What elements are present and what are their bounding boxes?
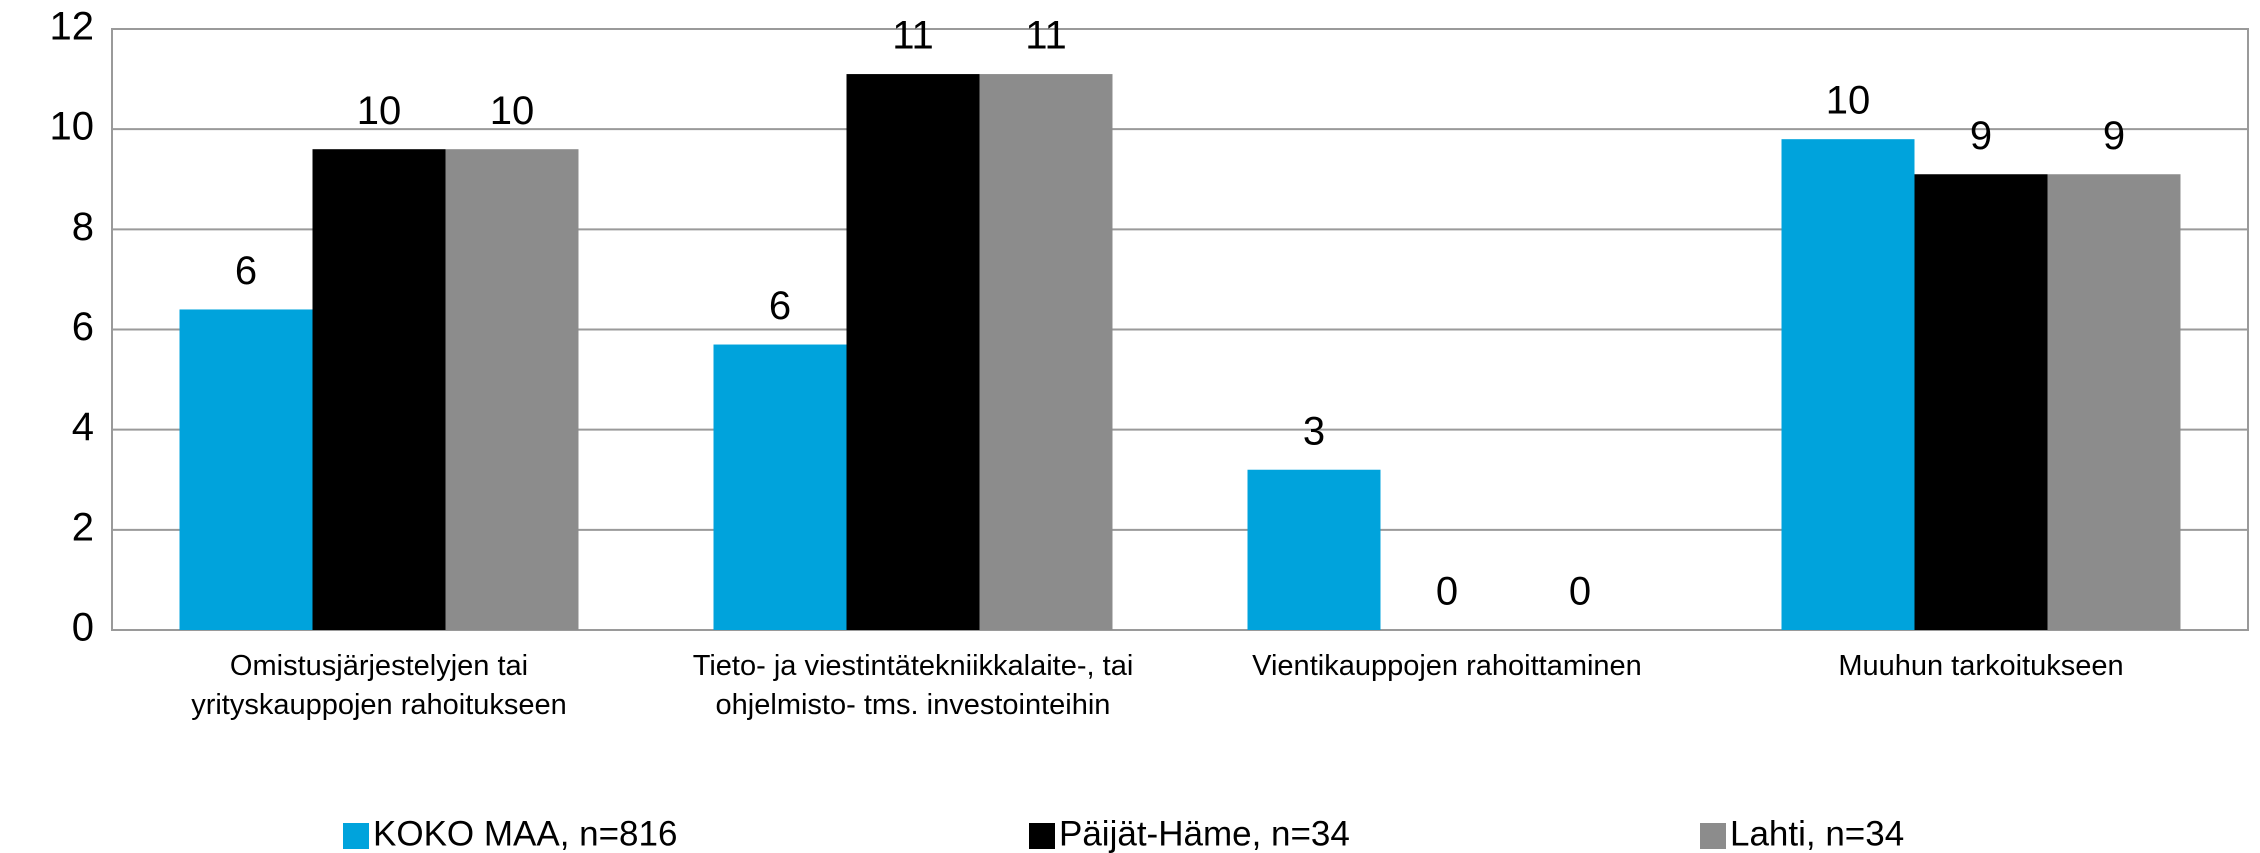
value-label: 10 (1826, 79, 1871, 123)
bar (979, 74, 1113, 630)
bar (445, 149, 579, 630)
legend-swatch (1029, 823, 1055, 849)
legend-label: KOKO MAA, n=816 (373, 814, 677, 853)
bar (1914, 174, 2048, 630)
y-tick-label: 6 (72, 305, 94, 349)
legend-swatch (343, 823, 369, 849)
legend-label: Lahti, n=34 (1730, 814, 1904, 853)
y-tick-label: 4 (72, 405, 94, 449)
x-tick-label: Muuhun tarkoitukseen (1838, 650, 2123, 682)
y-tick-label: 8 (72, 205, 94, 249)
bar (713, 344, 847, 630)
value-label: 3 (1303, 409, 1325, 453)
bar (1247, 469, 1381, 630)
value-label: 9 (1970, 114, 1992, 158)
value-label: 6 (235, 249, 257, 293)
x-tick-label: Tieto- ja viestintätekniikkalaite-, tai o… (693, 650, 1134, 721)
bar (2047, 174, 2181, 630)
bar (846, 74, 980, 630)
x-tick-label: Vientikauppojen rahoittaminen (1252, 650, 1642, 682)
x-tick-label: Omistusjärjestelyjen tai yrityskauppojen … (191, 650, 567, 721)
value-label: 9 (2103, 114, 2125, 158)
value-label: 0 (1436, 570, 1458, 614)
y-tick-label: 12 (50, 5, 95, 49)
bar (1781, 139, 1915, 630)
y-tick-label: 10 (50, 105, 95, 149)
bar (312, 149, 446, 630)
value-label: 11 (1025, 14, 1067, 58)
value-label: 11 (892, 14, 934, 58)
legend-swatch (1700, 823, 1726, 849)
value-label: 0 (1569, 570, 1591, 614)
y-tick-label: 2 (72, 505, 94, 549)
bar (179, 309, 313, 630)
value-label: 10 (357, 89, 402, 133)
legend-label: Päijät-Häme, n=34 (1059, 814, 1350, 853)
value-label: 6 (769, 284, 791, 328)
value-label: 10 (490, 89, 535, 133)
y-tick-label: 0 (72, 606, 94, 650)
